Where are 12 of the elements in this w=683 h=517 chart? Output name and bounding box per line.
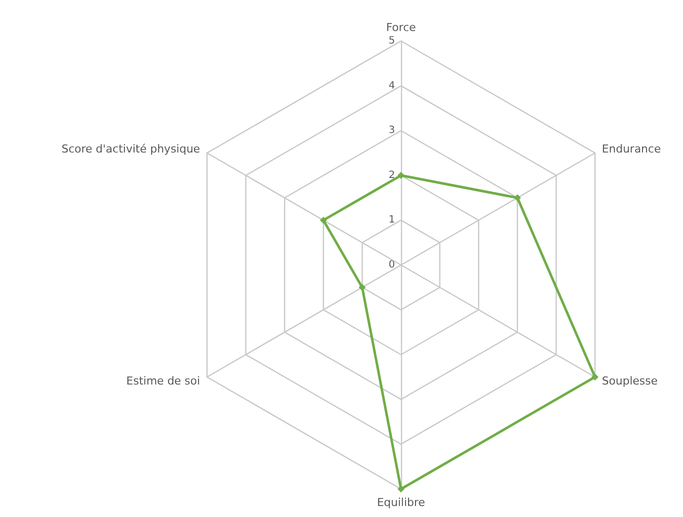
y-tick-label: 5 [388, 36, 395, 46]
y-tick-label: 0 [388, 260, 395, 270]
y-tick-label: 3 [388, 125, 395, 136]
spoke-label: Estime de soi [126, 374, 200, 388]
y-tick-label: 4 [388, 80, 395, 92]
spoke-label: Score d'activité physique [61, 142, 200, 156]
y-tick-label: 2 [388, 170, 395, 181]
spoke-label: Endurance [602, 142, 662, 156]
spoke-label: Souplesse [602, 374, 658, 388]
spoke-label: Equilibre [376, 496, 426, 509]
spoke-label: Force [386, 21, 416, 34]
y-tick-label: 1 [388, 214, 395, 226]
